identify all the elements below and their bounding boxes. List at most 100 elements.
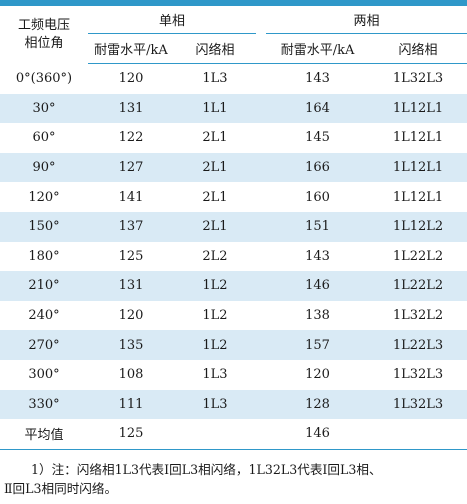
- double-flash-cell: 1L32L3: [369, 389, 467, 420]
- subheader-double-flash: 闪络相: [369, 33, 467, 64]
- single-flash-cell: 1L1: [174, 93, 257, 124]
- phase-cell: 270°: [0, 330, 88, 360]
- single-level-cell: 131: [88, 93, 174, 124]
- double-flash-cell: [369, 419, 467, 450]
- double-level-cell: 166: [266, 152, 370, 183]
- table-row: 90° 127 2L1 166 1L12L1: [0, 152, 467, 183]
- gap-cell: [256, 419, 267, 450]
- table-row: 180° 125 2L2 143 1L22L2: [0, 242, 467, 272]
- double-level-cell: 146: [266, 419, 370, 450]
- subheader-single-flash: 闪络相: [174, 33, 257, 64]
- table-row: 60° 122 2L1 145 1L12L1: [0, 123, 467, 153]
- single-level-cell: 125: [88, 419, 174, 450]
- subheader-gap: [256, 33, 267, 64]
- corner-label-line2: 相位角: [24, 35, 64, 51]
- single-level-cell: 125: [118, 248, 144, 264]
- footnote-line2: Ⅱ回L3相同时闪络。: [4, 481, 118, 496]
- single-flash-cell: 1L2: [174, 271, 257, 301]
- group-header-double: 两相: [266, 6, 467, 34]
- double-flash-cell: 1L32L2: [392, 308, 444, 324]
- single-flash-cell: 2L1: [174, 211, 257, 242]
- top-rule: [0, 0, 467, 6]
- gap-cell: [256, 242, 266, 272]
- single-flash-cell: 1L2: [174, 330, 257, 360]
- single-level-cell: 111: [88, 389, 174, 420]
- gap-cell: [256, 389, 267, 420]
- double-flash-cell: 1L12L1: [392, 130, 444, 146]
- group-header-single: 单相: [88, 6, 257, 34]
- gap-cell: [256, 330, 267, 360]
- single-flash-cell: 2L1: [174, 152, 257, 183]
- gap-cell: [256, 152, 267, 183]
- single-flash-cell: 2L1: [202, 189, 228, 205]
- phase-cell: 330°: [0, 389, 88, 420]
- double-flash-cell: 1L12L1: [369, 152, 467, 183]
- data-table: 工频电压 相位角 单相 两相 耐雷水平/kA 闪络相 耐雷水平/kA 闪络相 0…: [0, 6, 467, 450]
- subheader-double-level: 耐雷水平/kA: [266, 33, 370, 64]
- double-flash-cell: 1L22L2: [392, 248, 444, 264]
- single-level-cell: 131: [88, 271, 174, 301]
- single-level-cell: 135: [88, 330, 174, 360]
- double-level-cell: 146: [266, 271, 370, 301]
- phase-cell: 30°: [0, 93, 88, 124]
- double-level-cell: 128: [266, 389, 370, 420]
- phase-cell: 120°: [28, 189, 60, 205]
- phase-cell: 210°: [0, 271, 88, 301]
- single-level-cell: 137: [88, 211, 174, 242]
- single-flash-cell: 1L3: [174, 389, 257, 420]
- single-level-cell: 122: [118, 130, 144, 146]
- double-level-cell: 138: [305, 308, 330, 324]
- table-row: 270° 135 1L2 157 1L22L3: [0, 330, 467, 360]
- table-row: 210° 131 1L2 146 1L22L2: [0, 271, 467, 301]
- single-flash-cell: 1L3: [202, 367, 228, 383]
- double-level-cell: 145: [305, 130, 330, 146]
- double-level-cell: 143: [305, 248, 330, 264]
- subheader-single-level: 耐雷水平/kA: [88, 33, 174, 64]
- double-flash-cell: 1L22L3: [369, 330, 467, 360]
- double-flash-cell: 1L32L3: [392, 367, 444, 383]
- gap-cell: [256, 271, 267, 301]
- gap-cell: [256, 360, 266, 390]
- gap-cell: [256, 123, 266, 153]
- table-body: 0°(360°) 120 1L3 143 1L32L3 30° 131 1L1 …: [0, 64, 467, 450]
- double-level-cell: 143: [305, 71, 330, 87]
- phase-cell: 90°: [0, 152, 88, 183]
- double-level-cell: 157: [266, 330, 370, 360]
- double-level-cell: 164: [266, 93, 370, 124]
- table-row: 120° 141 2L1 160 1L12L1: [0, 182, 467, 212]
- single-level-cell: 127: [88, 152, 174, 183]
- table-row: 300° 108 1L3 120 1L32L3: [0, 360, 467, 390]
- single-flash-cell: 2L1: [202, 130, 228, 146]
- table-row-average: 平均值 125 146: [0, 419, 467, 450]
- phase-cell: 300°: [28, 367, 60, 383]
- single-flash-cell: 1L2: [202, 308, 228, 324]
- double-level-cell: 151: [266, 211, 370, 242]
- phase-cell: 240°: [28, 308, 60, 324]
- table-row: 240° 120 1L2 138 1L32L2: [0, 301, 467, 331]
- double-flash-cell: 1L22L2: [369, 271, 467, 301]
- phase-cell: 平均值: [0, 419, 88, 450]
- phase-cell: 60°: [32, 130, 56, 146]
- single-flash-cell: [174, 419, 257, 450]
- corner-label-line1: 工频电压: [17, 17, 70, 33]
- gap-cell: [256, 211, 267, 242]
- table-row: 30° 131 1L1 164 1L12L1: [0, 93, 467, 124]
- header-gap: [256, 6, 266, 34]
- table-row: 150° 137 2L1 151 1L12L2: [0, 211, 467, 242]
- phase-cell: 0°(360°): [15, 71, 73, 87]
- corner-header: 工频电压 相位角: [0, 6, 88, 64]
- table-footnote: 1）注：闪络相1L3代表Ⅰ回L3相闪络，1L32L3代表Ⅰ回L3相、 Ⅱ回L3相…: [4, 460, 464, 498]
- phase-cell: 180°: [28, 248, 60, 264]
- double-flash-cell: 1L12L2: [369, 211, 467, 242]
- table-row: 330° 111 1L3 128 1L32L3: [0, 389, 467, 420]
- single-level-cell: 108: [118, 367, 144, 383]
- single-level-cell: 141: [118, 189, 144, 205]
- double-level-cell: 160: [305, 189, 330, 205]
- gap-cell: [256, 182, 266, 212]
- single-flash-cell: 2L2: [202, 248, 228, 264]
- single-level-cell: 120: [118, 308, 144, 324]
- double-flash-cell: 1L12L1: [369, 93, 467, 124]
- gap-cell: [256, 64, 266, 94]
- double-flash-cell: 1L32L3: [392, 71, 444, 87]
- gap-cell: [256, 93, 267, 124]
